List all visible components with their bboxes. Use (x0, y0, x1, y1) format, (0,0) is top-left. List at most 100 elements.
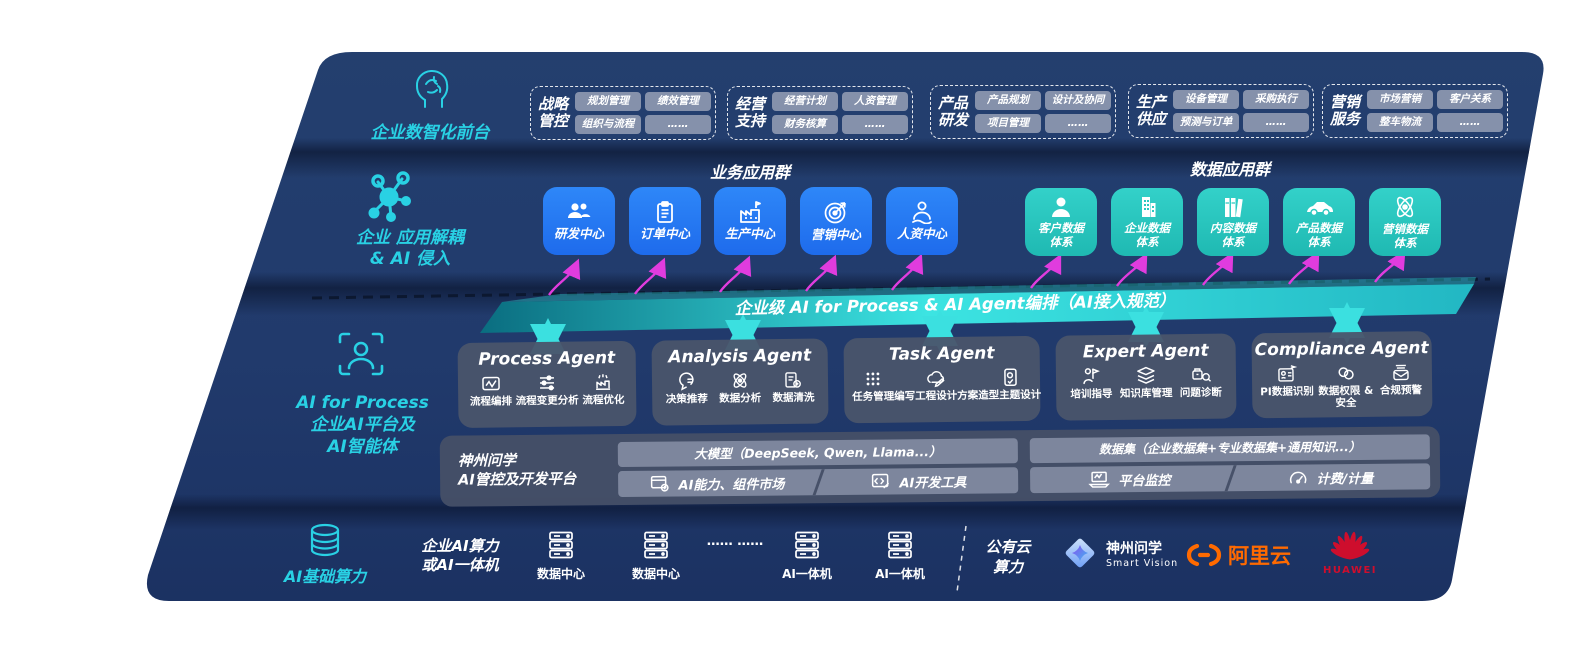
capability-pill: …… (1437, 113, 1504, 132)
knowledge-base-icon (1137, 366, 1155, 384)
capability-group-marketing: 营销 服务 市场营销 客户关系 整车物流 …… (1322, 84, 1508, 138)
building-icon (1142, 197, 1156, 218)
gauge-icon (1290, 471, 1307, 484)
capability-pill: 市场营销 (1367, 90, 1434, 109)
tile-marketing-data: 营销数据 体系 (1369, 188, 1441, 256)
atom-icon (1396, 197, 1414, 218)
capability-group-strategy: 战略 管控 规划管理 绩效管理 组织与流程 …… (530, 86, 716, 140)
datacenter-1-label: 数据中心 (536, 567, 585, 581)
tile-production-center: 生产中心 (714, 187, 786, 255)
target-icon (824, 202, 846, 224)
capability-group-operation: 经营 支持 经营计划 人资管理 财务核算 …… (727, 86, 913, 140)
capability-pill: 预测与订单 (1173, 113, 1240, 132)
devtools-icon (872, 473, 890, 489)
billing-cell: 计费/计量 (1232, 463, 1431, 491)
huawei-flower-icon (1330, 531, 1370, 560)
capability-pill: 组织与流程 (575, 115, 642, 134)
data-cleanse-icon (785, 372, 802, 388)
capability-pill: 人资管理 (842, 92, 909, 111)
person-scan-icon (338, 332, 384, 376)
user-icon (1052, 197, 1070, 218)
tile-marketing-center: 营销中心 (800, 187, 872, 255)
data-app-group-title: 数据应用群 (1189, 160, 1270, 179)
engineering-design-icon (927, 371, 945, 388)
data-analysis-icon (733, 373, 747, 388)
clipboard-icon (657, 201, 673, 224)
flow-optimize-icon (596, 374, 611, 391)
capability-pill: …… (645, 115, 712, 134)
public-cloud-label: 公有云 算力 (985, 538, 1031, 576)
compliance-alert-icon (1393, 364, 1409, 381)
server-icon (644, 531, 668, 559)
ai-devtools-cell: AI开发工具 (820, 467, 1019, 495)
capability-pill: 项目管理 (975, 114, 1042, 133)
ai-platform-label: AI for Process 企业AI平台及 AI智能体 (296, 393, 429, 458)
server-icon (795, 531, 819, 559)
capability-pill: 绩效管理 (645, 92, 712, 111)
capability-pill: 产品规划 (975, 91, 1042, 110)
agent-card-process: Process Agent 流程编排 流程变更分析 流程优化 (457, 340, 637, 429)
dataset-bar: 数据集（企业数据集+专业数据集+通用知识...） (1029, 434, 1430, 464)
agent-card-expert: Expert Agent 培训指导 知识库管理 问题诊断 (1055, 333, 1237, 421)
database-icon (310, 523, 340, 557)
huawei-name: HUAWEI (1322, 565, 1378, 576)
capability-group-production: 生产 供应 设备管理 采购执行 预测与订单 …… (1128, 84, 1314, 138)
smartvision-sub: Smart Vision (1106, 557, 1179, 569)
smartvision-diamond-icon (1065, 538, 1095, 568)
hr-person-icon (912, 201, 932, 225)
server-icon (549, 531, 573, 559)
molecule-icon (368, 171, 411, 222)
ai-market-cell: AI能力、组件市场 (618, 469, 817, 497)
front-office-label: 企业数智化前台 (370, 123, 490, 143)
capability-pill: 经营计划 (772, 92, 839, 111)
capability-pill: …… (1045, 114, 1112, 133)
capability-pill: 整车物流 (1367, 113, 1434, 132)
aliyun-bracket-icon (1186, 543, 1222, 567)
aio-1-label: AI一体机 (782, 567, 832, 581)
datacenter-2-label: 数据中心 (631, 567, 680, 581)
brain-icon (415, 69, 449, 108)
capability-pill: 财务核算 (772, 115, 839, 134)
tile-product-data: 产品数据 体系 (1283, 188, 1355, 256)
agent-card-analysis: Analysis Agent 决策推荐 数据分析 数据清洗 (651, 338, 829, 426)
dataset-group: 数据集（企业数据集+专业数据集+通用知识...） 平台监控 计费/计量 (1029, 434, 1431, 494)
task-manage-icon (866, 372, 880, 386)
styling-design-icon (1003, 368, 1017, 387)
agent-card-compliance: Compliance Agent PI数据识别 数据权限 & 安全 合规预警 (1251, 331, 1433, 419)
capability-group-product: 产品 研发 产品规划 设计及协同 项目管理 …… (930, 85, 1116, 139)
factory-icon (740, 201, 761, 224)
tile-enterprise-data: 企业数据 体系 (1111, 188, 1183, 256)
capability-pill: 规划管理 (575, 92, 642, 111)
change-analysis-icon (539, 375, 555, 391)
tile-hr-center: 人资中心 (886, 187, 958, 255)
diagnosis-icon (1191, 368, 1211, 382)
agent-card-task: Task Agent 任务管理 编写工程设计方案 造型主题设计 (843, 335, 1041, 424)
capability-pill: …… (842, 115, 909, 134)
enterprise-compute-label: 企业AI算力 或AI一体机 (421, 537, 499, 574)
smartvision-name: 神州问学 (1106, 540, 1162, 557)
model-group: 大模型（DeepSeek, Qwen, Llama...） AI能力、组件市场 … (617, 438, 1019, 498)
data-permission-icon (1338, 367, 1354, 380)
smartvision-logo: 神州问学 Smart Vision (1062, 535, 1178, 571)
component-market-icon (651, 475, 669, 492)
capability-pill: 客户关系 (1437, 90, 1504, 109)
books-icon (1225, 198, 1243, 218)
decouple-label: 企业 应用解耦 & AI 侵入 (356, 228, 464, 270)
aliyun-logo: 阿里云 (1186, 540, 1291, 570)
capability-pill: 采购执行 (1243, 90, 1310, 109)
infra-label: AI基础算力 (283, 567, 367, 586)
ellipsis-label: …… …… (706, 534, 764, 549)
capability-pill: …… (1243, 113, 1310, 132)
dev-platform-vendor: 神州问学 AI管控及开发平台 (457, 453, 577, 489)
dev-platform-panel: 神州问学 AI管控及开发平台 大模型（DeepSeek, Qwen, Llama… (439, 426, 1441, 507)
flow-orchestration-icon (481, 376, 500, 391)
pi-identify-icon (1278, 365, 1297, 382)
huawei-logo: HUAWEI (1322, 528, 1378, 576)
people-icon (568, 203, 591, 219)
decision-icon (678, 372, 694, 391)
tile-rd-center: 研发中心 (543, 187, 615, 255)
tile-order-center: 订单中心 (629, 187, 701, 255)
llm-bar: 大模型（DeepSeek, Qwen, Llama...） (617, 438, 1018, 468)
tile-customer-data: 客户数据 体系 (1025, 188, 1097, 256)
